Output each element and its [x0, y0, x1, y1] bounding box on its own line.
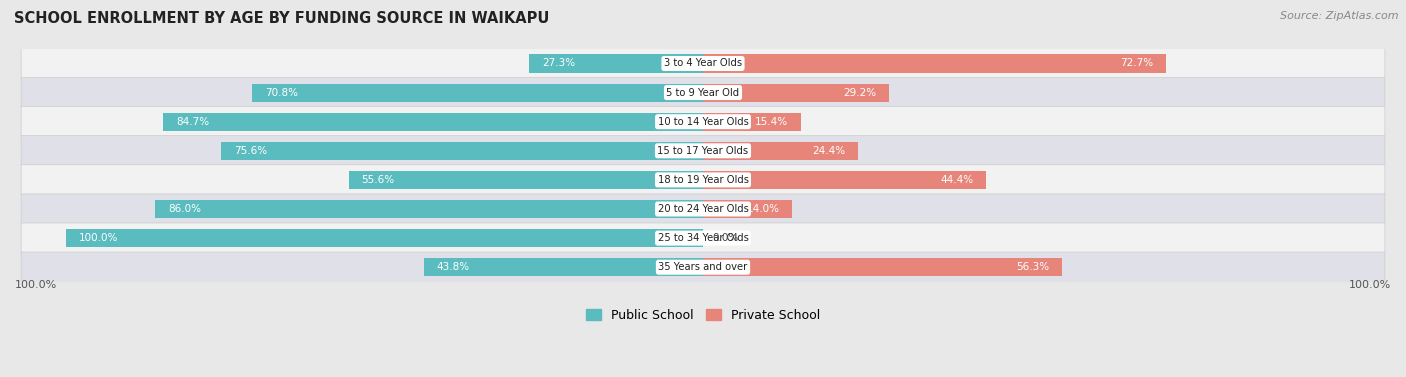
Text: 3 to 4 Year Olds: 3 to 4 Year Olds — [664, 58, 742, 69]
FancyBboxPatch shape — [21, 48, 1385, 79]
Text: 72.7%: 72.7% — [1121, 58, 1153, 69]
FancyBboxPatch shape — [21, 136, 1385, 166]
Text: 0.0%: 0.0% — [713, 233, 738, 243]
Bar — [703, 258, 1062, 276]
Text: 100.0%: 100.0% — [79, 233, 118, 243]
Text: 43.8%: 43.8% — [437, 262, 470, 272]
FancyBboxPatch shape — [21, 223, 1385, 253]
Text: 35 Years and over: 35 Years and over — [658, 262, 748, 272]
Text: 84.7%: 84.7% — [176, 117, 209, 127]
Text: 29.2%: 29.2% — [844, 87, 876, 98]
Bar — [425, 258, 703, 276]
Text: 100.0%: 100.0% — [15, 280, 58, 291]
Text: SCHOOL ENROLLMENT BY AGE BY FUNDING SOURCE IN WAIKAPU: SCHOOL ENROLLMENT BY AGE BY FUNDING SOUR… — [14, 11, 550, 26]
Bar — [703, 113, 801, 131]
Bar — [529, 54, 703, 72]
Text: 5 to 9 Year Old: 5 to 9 Year Old — [666, 87, 740, 98]
Text: 25 to 34 Year Olds: 25 to 34 Year Olds — [658, 233, 748, 243]
Bar — [66, 229, 703, 247]
Bar — [703, 142, 859, 160]
Text: 15.4%: 15.4% — [755, 117, 789, 127]
Bar — [252, 84, 703, 102]
Bar — [163, 113, 703, 131]
FancyBboxPatch shape — [21, 165, 1385, 195]
FancyBboxPatch shape — [21, 107, 1385, 137]
Text: 15 to 17 Year Olds: 15 to 17 Year Olds — [658, 146, 748, 156]
FancyBboxPatch shape — [21, 194, 1385, 224]
Text: 10 to 14 Year Olds: 10 to 14 Year Olds — [658, 117, 748, 127]
Bar — [155, 200, 703, 218]
FancyBboxPatch shape — [21, 77, 1385, 108]
Text: 20 to 24 Year Olds: 20 to 24 Year Olds — [658, 204, 748, 214]
Text: 86.0%: 86.0% — [167, 204, 201, 214]
Text: 56.3%: 56.3% — [1015, 262, 1049, 272]
Legend: Public School, Private School: Public School, Private School — [581, 304, 825, 327]
Text: 55.6%: 55.6% — [361, 175, 395, 185]
Text: 100.0%: 100.0% — [1348, 280, 1391, 291]
Text: Source: ZipAtlas.com: Source: ZipAtlas.com — [1281, 11, 1399, 21]
Text: 14.0%: 14.0% — [747, 204, 779, 214]
Text: 18 to 19 Year Olds: 18 to 19 Year Olds — [658, 175, 748, 185]
Bar — [221, 142, 703, 160]
Text: 75.6%: 75.6% — [235, 146, 267, 156]
Bar — [703, 54, 1166, 72]
Bar — [349, 171, 703, 189]
Bar — [703, 200, 792, 218]
Text: 44.4%: 44.4% — [941, 175, 973, 185]
Bar — [703, 171, 986, 189]
Bar — [703, 84, 889, 102]
Text: 27.3%: 27.3% — [541, 58, 575, 69]
Text: 24.4%: 24.4% — [813, 146, 845, 156]
FancyBboxPatch shape — [21, 252, 1385, 282]
Text: 70.8%: 70.8% — [264, 87, 298, 98]
